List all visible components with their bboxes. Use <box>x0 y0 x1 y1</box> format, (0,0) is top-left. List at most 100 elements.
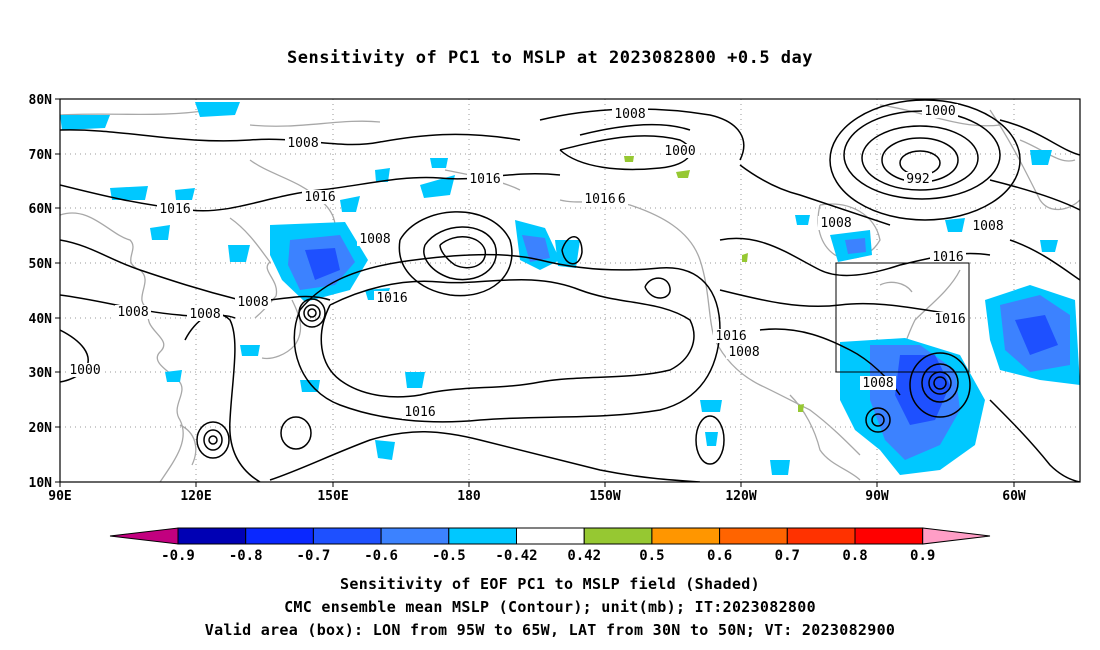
longitude-label: 60W <box>1002 489 1026 504</box>
colorbar-swatch <box>312 527 382 545</box>
colorbar: -0.9 -0.8 -0.7 -0.6 -0.5 -0.42 0.42 0.5 0.6 0.7 0.… <box>109 527 991 564</box>
colorbar-label: 0.5 <box>639 548 664 564</box>
latitude-label: 20N <box>29 421 53 436</box>
shade-patch <box>60 115 110 130</box>
contour-label: 992 <box>906 172 929 187</box>
contour-labels: 1008100010161008101699210001016100810161… <box>67 104 1006 420</box>
colorbar-label: 0.8 <box>842 548 867 564</box>
colorbar-label: -0.9 <box>161 548 195 564</box>
caption-line-1: Sensitivity of EOF PC1 to MSLP field (Sh… <box>340 575 760 593</box>
latitude-label: 50N <box>29 257 53 272</box>
shade-patch <box>770 460 790 475</box>
contour-label: 1008 <box>614 107 645 122</box>
shade-patch <box>375 168 390 182</box>
contour-label: 1016 <box>304 190 335 205</box>
contour-label: 1008 <box>237 295 268 310</box>
shade-patch <box>742 253 748 262</box>
colorbar-swatch <box>245 527 314 545</box>
latitude-label: 70N <box>29 148 53 163</box>
contour-label: 1008 <box>189 307 220 322</box>
contour-label: 1008 <box>117 305 148 320</box>
colorbar-swatch <box>448 527 517 545</box>
shade-patch <box>165 370 182 382</box>
contour-label: 1016 <box>584 192 615 207</box>
shade-patch <box>430 158 448 168</box>
shade-patch <box>175 188 195 200</box>
shade-patch <box>228 245 250 262</box>
colorbar-label: -0.42 <box>495 548 537 564</box>
contour-label: 1008 <box>972 219 1003 234</box>
colorbar-swatch <box>516 527 585 545</box>
shade-patch <box>305 248 340 280</box>
colorbar-swatch <box>651 527 721 545</box>
latitude-label: 30N <box>29 366 53 381</box>
shade-patch <box>405 372 425 388</box>
shade-patch <box>795 215 810 225</box>
colorbar-label: 0.7 <box>775 548 800 564</box>
colorbar-label: 0.6 <box>707 548 732 564</box>
shade-patch <box>1030 150 1052 165</box>
contour-label: 1016 <box>376 291 407 306</box>
contour-label: 1016 <box>934 312 965 327</box>
shade-patch <box>705 432 718 446</box>
contour-label: 1000 <box>69 363 100 378</box>
longitude-label: 120W <box>725 489 756 504</box>
shade-patch <box>676 170 690 178</box>
latitude-label: 10N <box>29 476 53 491</box>
caption-line-3: Valid area (box): LON from 95W to 65W, L… <box>204 621 896 639</box>
contour-label: 1008 <box>820 216 851 231</box>
shade-patch <box>420 175 455 198</box>
shade-patch <box>150 225 170 240</box>
colorbar-label: 0.9 <box>910 548 935 564</box>
colorbar-right-arrow <box>922 527 991 545</box>
shade-patch <box>110 186 148 200</box>
colorbar-swatch <box>380 527 450 545</box>
contour-label: 1008 <box>359 232 390 247</box>
longitude-label: 150E <box>317 489 348 504</box>
colorbar-label: -0.5 <box>432 548 466 564</box>
shade-patch <box>375 440 395 460</box>
contour-label: 1000 <box>924 104 955 119</box>
contour-label: 1016 <box>932 250 963 265</box>
shade-patch <box>624 156 634 162</box>
colorbar-swatch <box>786 527 856 545</box>
longitude-label: 90W <box>865 489 889 504</box>
colorbar-left-arrow <box>109 527 179 545</box>
colorbar-swatch <box>854 527 924 545</box>
valid-area-box <box>835 262 970 373</box>
latitude-label: 60N <box>29 202 53 217</box>
contour-label: 1016 <box>159 202 190 217</box>
contour-label: 1008 <box>287 136 318 151</box>
shade-patch <box>555 240 580 268</box>
contour-label: 1008 <box>728 345 759 360</box>
caption-line-2: CMC ensemble mean MSLP (Contour); unit(m… <box>284 598 816 616</box>
longitude-label: 150W <box>589 489 620 504</box>
colorbar-label: 0.42 <box>567 548 601 564</box>
colorbar-swatch <box>719 527 788 545</box>
latitude-label: 80N <box>29 93 53 108</box>
longitude-label: 90E <box>48 489 71 504</box>
contour-label: 1016 <box>469 172 500 187</box>
shade-patch <box>522 235 550 262</box>
colorbar-swatch <box>583 527 653 545</box>
colorbar-label: -0.7 <box>297 548 331 564</box>
shade-patch <box>845 238 866 254</box>
mslp-contours <box>60 99 1080 482</box>
shade-patch <box>340 196 360 212</box>
longitude-label: 120E <box>180 489 211 504</box>
shade-patch <box>945 218 965 232</box>
contour-label: 1016 <box>715 329 746 344</box>
shade-patch <box>1040 240 1058 252</box>
map-frame <box>59 98 1081 483</box>
chart-title: Sensitivity of PC1 to MSLP at 2023082800… <box>286 48 813 68</box>
contour-label: 1008 <box>862 376 893 391</box>
colorbar-swatch <box>177 527 247 545</box>
shade-patch <box>1015 315 1058 355</box>
shade-patch <box>195 102 240 117</box>
latitude-axis: 80N 70N 60N 50N 40N 30N 20N 10N <box>29 93 60 491</box>
contour-label: 1000 <box>664 144 695 159</box>
colorbar-label: -0.6 <box>364 548 398 564</box>
longitude-label: 180 <box>457 489 481 504</box>
colorbar-label: -0.8 <box>229 548 263 564</box>
